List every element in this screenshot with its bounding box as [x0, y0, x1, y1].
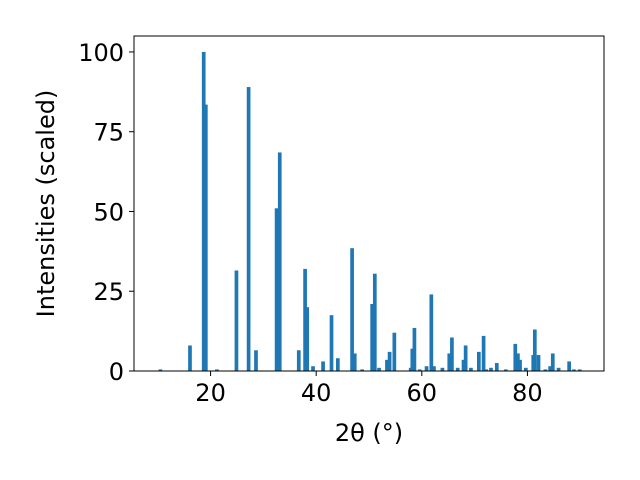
x-tick-label: 20	[195, 379, 226, 407]
y-tick-label: 75	[93, 119, 124, 147]
x-axis-label: 2θ (°)	[335, 419, 403, 447]
bar	[387, 351, 392, 371]
bar	[377, 367, 381, 371]
bar	[556, 367, 561, 371]
bar	[350, 248, 354, 371]
bar	[463, 345, 468, 371]
bar	[360, 369, 364, 371]
bar	[567, 361, 571, 371]
bar	[536, 355, 541, 371]
y-axis-label: Intensities (scaled)	[32, 90, 60, 318]
bar	[201, 51, 206, 371]
bar	[532, 329, 537, 371]
bar	[489, 367, 493, 371]
x-tick-label: 80	[512, 379, 543, 407]
bar	[412, 327, 417, 371]
bar	[523, 367, 528, 371]
bar	[321, 361, 325, 371]
y-tick-label: 50	[93, 198, 124, 226]
bar	[335, 358, 340, 371]
bar	[188, 345, 192, 371]
bar	[550, 353, 555, 371]
bar	[476, 351, 481, 371]
x-axis-ticks: 20 40 60 80	[195, 371, 543, 407]
bar	[372, 273, 377, 371]
bar	[543, 369, 548, 371]
bar	[516, 353, 520, 371]
bar	[305, 307, 310, 371]
bar	[481, 335, 486, 371]
bar	[274, 208, 279, 371]
bar	[392, 332, 397, 371]
bar	[513, 343, 518, 371]
bar	[461, 359, 466, 371]
bar	[158, 369, 163, 371]
bar	[450, 337, 454, 371]
bar	[311, 366, 315, 371]
bar	[518, 359, 522, 371]
y-tick-label: 0	[109, 358, 124, 386]
y-tick-label: 100	[78, 39, 124, 67]
bar	[296, 350, 301, 371]
bar	[484, 369, 489, 371]
bar	[429, 294, 434, 371]
bar	[440, 367, 445, 371]
plot-frame	[133, 35, 605, 372]
y-tick-label: 25	[93, 278, 124, 306]
bar	[432, 366, 436, 371]
x-tick-label: 60	[407, 379, 438, 407]
bars-group	[158, 51, 582, 372]
bar	[417, 369, 422, 371]
bar	[577, 369, 582, 371]
bar	[385, 359, 389, 371]
bar	[424, 366, 429, 371]
bar	[494, 363, 499, 371]
bar	[277, 152, 282, 371]
bar	[329, 315, 334, 371]
bar	[455, 367, 460, 371]
bar	[447, 353, 452, 371]
bar	[352, 353, 357, 371]
bar	[370, 304, 375, 371]
bar	[548, 366, 552, 371]
bar	[254, 350, 258, 371]
bar	[469, 367, 473, 371]
x-tick-label: 40	[301, 379, 332, 407]
bar	[234, 270, 239, 371]
bar	[215, 369, 219, 371]
bar	[503, 369, 508, 371]
bar	[246, 87, 251, 372]
bar	[203, 104, 208, 371]
bar	[303, 268, 307, 371]
y-axis-ticks: 0 25 50 75 100	[78, 39, 134, 386]
bar	[410, 348, 415, 371]
bar	[572, 369, 576, 371]
